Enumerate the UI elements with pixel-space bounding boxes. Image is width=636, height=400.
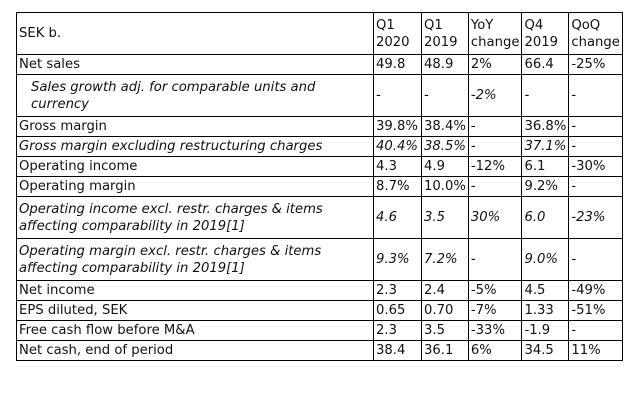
value-cell-q1-2020: 4.6 <box>373 196 422 239</box>
header-row: SEK b. Q1 2020 Q1 2019 YoY change Q4 201… <box>16 12 624 55</box>
value-cell-q1-2020: 49.8 <box>373 54 422 75</box>
value-cell-q1-2019: 38.4% <box>421 116 469 137</box>
value-cell-q1-2020: - <box>373 74 422 117</box>
row-label-cell: Gross margin <box>16 116 374 137</box>
value-cell-qoq-change: -30% <box>568 156 624 177</box>
value-cell-q4-2019: 34.5 <box>521 340 570 361</box>
value-cell-qoq-change: -49% <box>568 280 624 301</box>
value-cell-q4-2019: 1.33 <box>521 300 570 321</box>
row-label-cell: Operating margin <box>16 176 374 197</box>
row-label-cell: Gross margin excluding restructuring cha… <box>16 136 374 157</box>
value-cell-qoq-change: 11% <box>568 340 624 361</box>
row-label-cell: EPS diluted, SEK <box>16 300 374 321</box>
value-cell-q4-2019: 9.2% <box>521 176 570 197</box>
row-label-cell: Net cash, end of period <box>16 340 374 361</box>
value-cell-q4-2019: 37.1% <box>521 136 570 157</box>
value-cell-qoq-change: - <box>568 176 624 197</box>
value-cell-q4-2019: - <box>521 74 570 117</box>
value-cell-qoq-change: - <box>568 116 624 137</box>
value-cell-qoq-change: - <box>568 238 624 281</box>
table-row: Operating margin excl. restr. charges & … <box>16 238 624 281</box>
value-cell-q1-2019: 3.5 <box>421 320 469 341</box>
value-cell-q1-2019: 38.5% <box>421 136 469 157</box>
value-cell-yoy-change: - <box>467 116 523 137</box>
value-cell-qoq-change: - <box>568 320 624 341</box>
table-row: Net cash, end of period 38.4 36.1 6% 34.5 11% <box>16 340 624 361</box>
table-row: Free cash flow before M&A 2.3 3.5 -33% -1.9- <box>16 320 624 341</box>
value-cell-q1-2019: 3.5 <box>421 196 469 239</box>
value-cell-q1-2019: 10.0% <box>421 176 469 197</box>
value-cell-q1-2020: 8.7% <box>373 176 422 197</box>
table-row: Gross margin 39.8% 38.4% -36.8% - <box>16 116 624 137</box>
value-cell-q1-2019: 7.2% <box>421 238 469 281</box>
value-cell-qoq-change: -23% <box>568 196 624 239</box>
value-cell-q1-2020: 2.3 <box>373 280 422 301</box>
table-row: Sales growth adj. for comparable units a… <box>16 74 624 117</box>
value-cell-q1-2019: 2.4 <box>421 280 469 301</box>
header-label-cell: SEK b. <box>16 12 374 55</box>
value-cell-q4-2019: 9.0% <box>521 238 570 281</box>
header-cell-yoy-change: YoY change <box>467 12 523 55</box>
value-cell-yoy-change: -2% <box>467 74 523 117</box>
row-label-cell: Net income <box>16 280 374 301</box>
value-cell-q4-2019: 6.1 <box>521 156 570 177</box>
table-row: Net sales 49.8 48.9 2% 66.4 -25% <box>16 54 624 75</box>
value-cell-yoy-change: 6% <box>467 340 523 361</box>
table-row: Operating margin 8.7% 10.0% -9.2% - <box>16 176 624 197</box>
value-cell-q1-2019: 0.70 <box>421 300 469 321</box>
value-cell-q1-2020: 4.3 <box>373 156 422 177</box>
header-cell-q1-2020: Q1 2020 <box>373 12 422 55</box>
value-cell-yoy-change: - <box>467 136 523 157</box>
row-label-cell: Net sales <box>16 54 374 75</box>
row-label-cell: Operating margin excl. restr. charges & … <box>16 238 374 281</box>
row-label-cell: Operating income excl. restr. charges & … <box>16 196 374 239</box>
value-cell-yoy-change: - <box>467 238 523 281</box>
value-cell-qoq-change: - <box>568 136 624 157</box>
value-cell-q1-2020: 39.8% <box>373 116 422 137</box>
table-row: Operating income 4.3 4.9 -12% 6.1 -30% <box>16 156 624 177</box>
value-cell-q1-2020: 0.65 <box>373 300 422 321</box>
value-cell-q4-2019: 4.5 <box>521 280 570 301</box>
row-label-cell: Sales growth adj. for comparable units a… <box>16 74 374 117</box>
value-cell-qoq-change: - <box>568 74 624 117</box>
table-row: Net income 2.3 2.4 -5% 4.5 -49% <box>16 280 624 301</box>
value-cell-q1-2020: 2.3 <box>373 320 422 341</box>
value-cell-q1-2019: 4.9 <box>421 156 469 177</box>
value-cell-q4-2019: 36.8% <box>521 116 570 137</box>
table-row: EPS diluted, SEK 0.65 0.70 -7% 1.33 -51% <box>16 300 624 321</box>
value-cell-q1-2020: 40.4% <box>373 136 422 157</box>
row-label-cell: Free cash flow before M&A <box>16 320 374 341</box>
value-cell-q4-2019: -1.9 <box>521 320 570 341</box>
table-row: Operating income excl. restr. charges & … <box>16 196 624 239</box>
value-cell-q4-2019: 66.4 <box>521 54 570 75</box>
financial-table-container: SEK b. Q1 2020 Q1 2019 YoY change Q4 201… <box>16 12 624 361</box>
value-cell-yoy-change: 2% <box>467 54 523 75</box>
value-cell-q1-2020: 9.3% <box>373 238 422 281</box>
value-cell-yoy-change: -33% <box>467 320 523 341</box>
header-cell-q4-2019: Q4 2019 <box>521 12 570 55</box>
value-cell-q1-2019: - <box>421 74 469 117</box>
value-cell-yoy-change: - <box>467 176 523 197</box>
header-cell-q1-2019: Q1 2019 <box>421 12 469 55</box>
value-cell-q1-2020: 38.4 <box>373 340 422 361</box>
value-cell-q1-2019: 36.1 <box>421 340 469 361</box>
value-cell-yoy-change: -12% <box>467 156 523 177</box>
row-label-cell: Operating income <box>16 156 374 177</box>
value-cell-yoy-change: -7% <box>467 300 523 321</box>
value-cell-yoy-change: 30% <box>467 196 523 239</box>
table-row: Gross margin excluding restructuring cha… <box>16 136 624 157</box>
header-cell-qoq-change: QoQ change <box>568 12 624 55</box>
value-cell-q4-2019: 6.0 <box>521 196 570 239</box>
financial-summary-table: SEK b. Q1 2020 Q1 2019 YoY change Q4 201… <box>16 12 624 361</box>
value-cell-yoy-change: -5% <box>467 280 523 301</box>
value-cell-qoq-change: -51% <box>568 300 624 321</box>
value-cell-q1-2019: 48.9 <box>421 54 469 75</box>
value-cell-qoq-change: -25% <box>568 54 624 75</box>
table-body: SEK b. Q1 2020 Q1 2019 YoY change Q4 201… <box>16 12 624 361</box>
